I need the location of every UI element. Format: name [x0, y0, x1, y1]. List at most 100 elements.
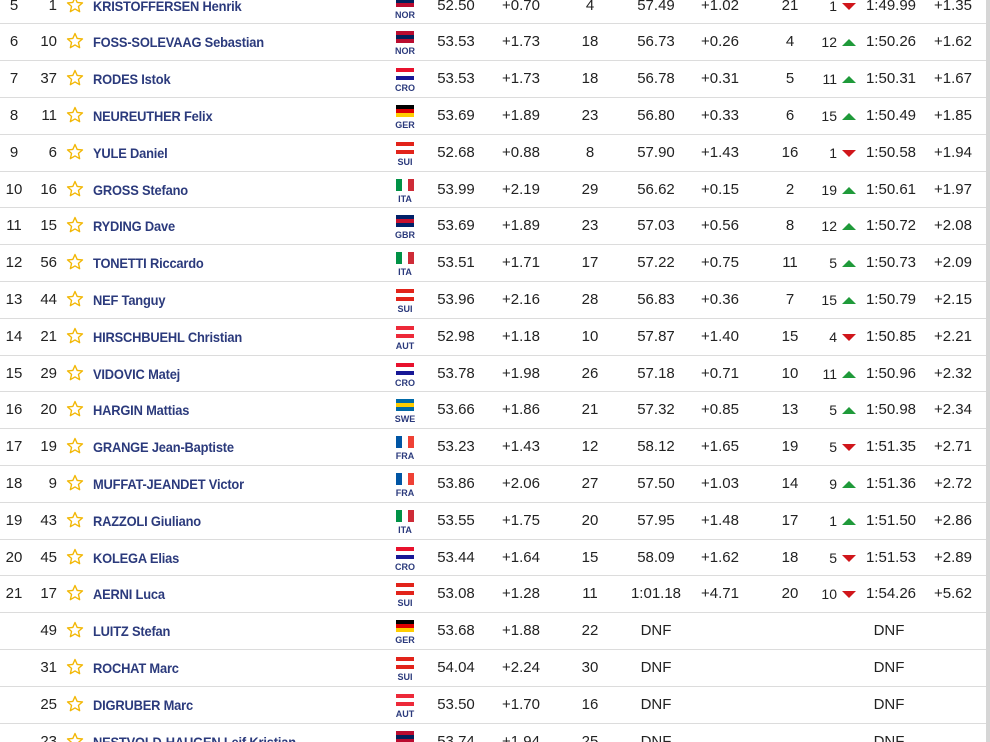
run1-time: 53.86: [437, 475, 475, 492]
flag-stripe: [396, 370, 414, 375]
position-change: 15: [821, 292, 837, 308]
favorite-star[interactable]: [66, 584, 84, 602]
position-change: 11: [822, 365, 837, 382]
flag-stripe: [396, 141, 414, 146]
flag: [396, 473, 414, 485]
favorite-star[interactable]: [66, 0, 84, 14]
flag-stripe: [408, 252, 414, 265]
flag-stripe: [396, 399, 414, 404]
run2-rank: 19: [781, 438, 799, 456]
trend-arrow: [842, 517, 856, 525]
flag-stripe: [396, 473, 402, 485]
run2-rank: 2: [785, 180, 795, 198]
athlete-name[interactable]: MUFFAT-JEANDET Victor: [93, 476, 244, 492]
athlete-name[interactable]: YULE Daniel: [93, 144, 168, 161]
run2-rank: 14: [781, 475, 799, 492]
trend-arrow: [842, 591, 856, 599]
favorite-star[interactable]: [66, 106, 84, 124]
total-time: 1:54.26: [865, 585, 917, 603]
total-time: 1:50.61: [865, 180, 917, 198]
athlete-name[interactable]: GRANGE Jean-Baptiste: [93, 439, 234, 456]
run2-time: 56.78: [637, 70, 675, 88]
position-change: 19: [821, 181, 837, 198]
flag: [396, 31, 414, 44]
flag-stripe: [396, 738, 414, 742]
total-time: DNF: [873, 659, 905, 676]
flag-stripe: [396, 436, 402, 449]
result-row: 16 20 HARGIN Mattias SWE 53.66 +1.86 21 57.32 +0…: [0, 392, 986, 430]
run1-diff: +1.98: [502, 364, 540, 382]
favorite-star[interactable]: [66, 143, 84, 161]
star-outline: [66, 401, 84, 417]
bib: 43: [40, 511, 57, 529]
result-row: 25 DIGRUBER Marc AUT 53.50 +1.70 16 DNF DNF: [0, 687, 986, 724]
favorite-star[interactable]: [66, 32, 84, 50]
bib: 45: [40, 548, 57, 566]
athlete-name[interactable]: GROSS Stefano: [93, 181, 188, 198]
favorite-star[interactable]: [66, 474, 84, 492]
run2-time: 57.95: [637, 511, 675, 529]
rank: 8: [9, 107, 19, 124]
athlete-name[interactable]: VIDOVIC Matej: [93, 365, 181, 382]
favorite-star[interactable]: [66, 327, 84, 345]
athlete-name[interactable]: RAZZOLI Giuliano: [93, 512, 201, 529]
favorite-star[interactable]: [66, 400, 84, 418]
flag-stripe: [408, 178, 414, 191]
athlete-name[interactable]: FOSS-SOLEVAAG Sebastian: [93, 34, 264, 51]
athlete-name[interactable]: LUITZ Stefan: [93, 623, 171, 640]
favorite-star[interactable]: [66, 621, 84, 639]
nation-code: GER: [395, 635, 415, 646]
favorite-star[interactable]: [66, 290, 84, 308]
athlete-name[interactable]: RODES Istok: [93, 71, 171, 88]
flag: [396, 730, 414, 742]
favorite-star[interactable]: [66, 69, 84, 87]
result-row: 18 9 MUFFAT-JEANDET Victor FRA 53.86 +2.06 27 5…: [0, 466, 986, 503]
athlete-name[interactable]: ROCHAT Marc: [93, 660, 179, 676]
flag-stripe: [396, 583, 414, 588]
athlete-name[interactable]: AERNI Luca: [93, 586, 165, 603]
rank: 21: [5, 585, 23, 603]
athlete-name[interactable]: NEF Tanguy: [93, 292, 166, 308]
favorite-star[interactable]: [66, 548, 84, 566]
athlete-name[interactable]: NEUREUTHER Felix: [93, 108, 213, 124]
athlete-name[interactable]: HARGIN Mattias: [93, 402, 190, 419]
athlete-name[interactable]: RYDING Dave: [93, 218, 175, 235]
star-outline: [66, 143, 84, 160]
athlete-name[interactable]: KOLEGA Elias: [93, 549, 180, 566]
favorite-star[interactable]: [66, 658, 84, 676]
trend-triangle: [842, 113, 856, 120]
trend-triangle: [842, 2, 856, 10]
run2-diff: +1.40: [701, 327, 739, 345]
favorite-star[interactable]: [66, 253, 84, 271]
favorite-star[interactable]: [66, 732, 84, 742]
run2-rank: 10: [781, 364, 799, 382]
run1-diff: +1.71: [502, 254, 540, 272]
athlete-name[interactable]: HIRSCHBUEHL Christian: [93, 328, 243, 345]
bib: 20: [40, 401, 57, 419]
total-time: 1:50.79: [865, 291, 917, 308]
flag: [396, 620, 414, 633]
favorite-star[interactable]: [66, 695, 84, 713]
favorite-star[interactable]: [66, 511, 84, 529]
trend-triangle: [842, 186, 856, 194]
flag-stripe: [396, 333, 414, 338]
favorite-star[interactable]: [66, 216, 84, 234]
nation-code: SWE: [394, 414, 416, 425]
nation-code: AUT: [395, 340, 415, 351]
athlete-name[interactable]: TONETTI Riccardo: [93, 255, 204, 272]
run1-rank: 16: [581, 695, 599, 713]
run2-rank: 20: [781, 585, 799, 603]
flag-stripe: [396, 509, 402, 522]
athlete-name[interactable]: NESTVOLD-HAUGEN Leif Kristian: [93, 733, 296, 742]
favorite-star[interactable]: [66, 180, 84, 198]
favorite-star[interactable]: [66, 437, 84, 455]
favorite-star[interactable]: [66, 364, 84, 382]
athlete-name[interactable]: DIGRUBER Marc: [93, 696, 193, 713]
trend-arrow: [842, 39, 856, 47]
athlete-name[interactable]: KRISTOFFERSEN Henrik: [93, 0, 242, 14]
flag-stripe: [396, 591, 414, 596]
trend-triangle: [842, 39, 856, 47]
run1-diff: +1.70: [502, 695, 540, 713]
flag-stripe: [396, 68, 414, 73]
bib: 6: [48, 143, 57, 161]
